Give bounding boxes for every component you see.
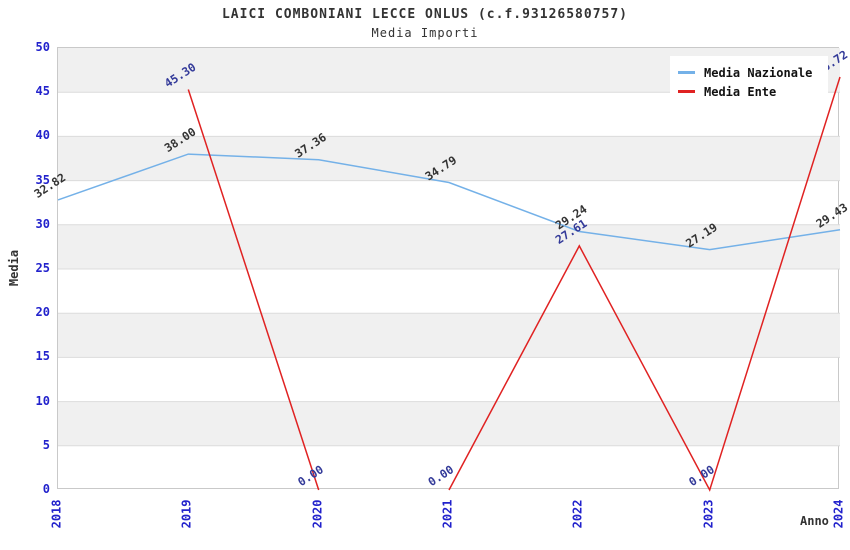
data-point-label: 0.00 bbox=[295, 462, 326, 489]
legend-line-swatch-blue bbox=[678, 71, 695, 74]
y-tick-label: 30 bbox=[35, 216, 50, 231]
y-tick-label: 15 bbox=[35, 349, 50, 364]
band bbox=[58, 136, 840, 181]
chart-subtitle: Media Importi bbox=[371, 26, 479, 40]
band bbox=[58, 313, 840, 358]
y-tick-label: 40 bbox=[35, 128, 50, 143]
x-tick-label: 2023 bbox=[701, 499, 716, 529]
chart-title: LAICI COMBONIANI LECCE ONLUS (c.f.931265… bbox=[221, 7, 629, 22]
legend-item-media-ente: Media Ente bbox=[678, 82, 820, 101]
series-line bbox=[187, 89, 320, 491]
x-tick-label: 2019 bbox=[179, 499, 194, 529]
x-axis-title: Anno bbox=[800, 514, 829, 528]
band bbox=[58, 401, 840, 446]
y-tick-label: 0 bbox=[42, 482, 50, 496]
series-line bbox=[57, 153, 841, 251]
y-tick-label: 20 bbox=[35, 305, 50, 320]
y-tick-label: 35 bbox=[35, 172, 50, 187]
y-tick-label: 45 bbox=[35, 84, 50, 99]
y-tick-label: 25 bbox=[35, 261, 50, 275]
x-tick-label: 2021 bbox=[440, 499, 455, 529]
band bbox=[58, 224, 840, 269]
x-tick-label: 2020 bbox=[310, 499, 325, 529]
y-axis-title: Media bbox=[7, 249, 21, 287]
legend: Media Nazionale Media Ente bbox=[670, 56, 828, 106]
data-point-label: 0.00 bbox=[686, 462, 717, 489]
legend-label: Media Ente bbox=[704, 84, 777, 99]
y-tick-label: 50 bbox=[35, 40, 50, 54]
legend-line-swatch-red bbox=[678, 90, 695, 93]
legend-item-media-nazionale: Media Nazionale bbox=[678, 63, 820, 82]
x-tick-label: 2018 bbox=[49, 499, 64, 529]
series-line bbox=[448, 76, 841, 492]
y-tick-label: 10 bbox=[35, 393, 50, 408]
y-tick-label: 5 bbox=[42, 437, 50, 452]
x-tick-label: 2022 bbox=[570, 499, 585, 529]
x-tick-label: 2024 bbox=[831, 499, 846, 529]
legend-label: Media Nazionale bbox=[704, 65, 813, 80]
plot-area: 32.82 38.00 37.36 34.79 29.24 27.19 29.43 45.30… bbox=[31, 47, 850, 492]
